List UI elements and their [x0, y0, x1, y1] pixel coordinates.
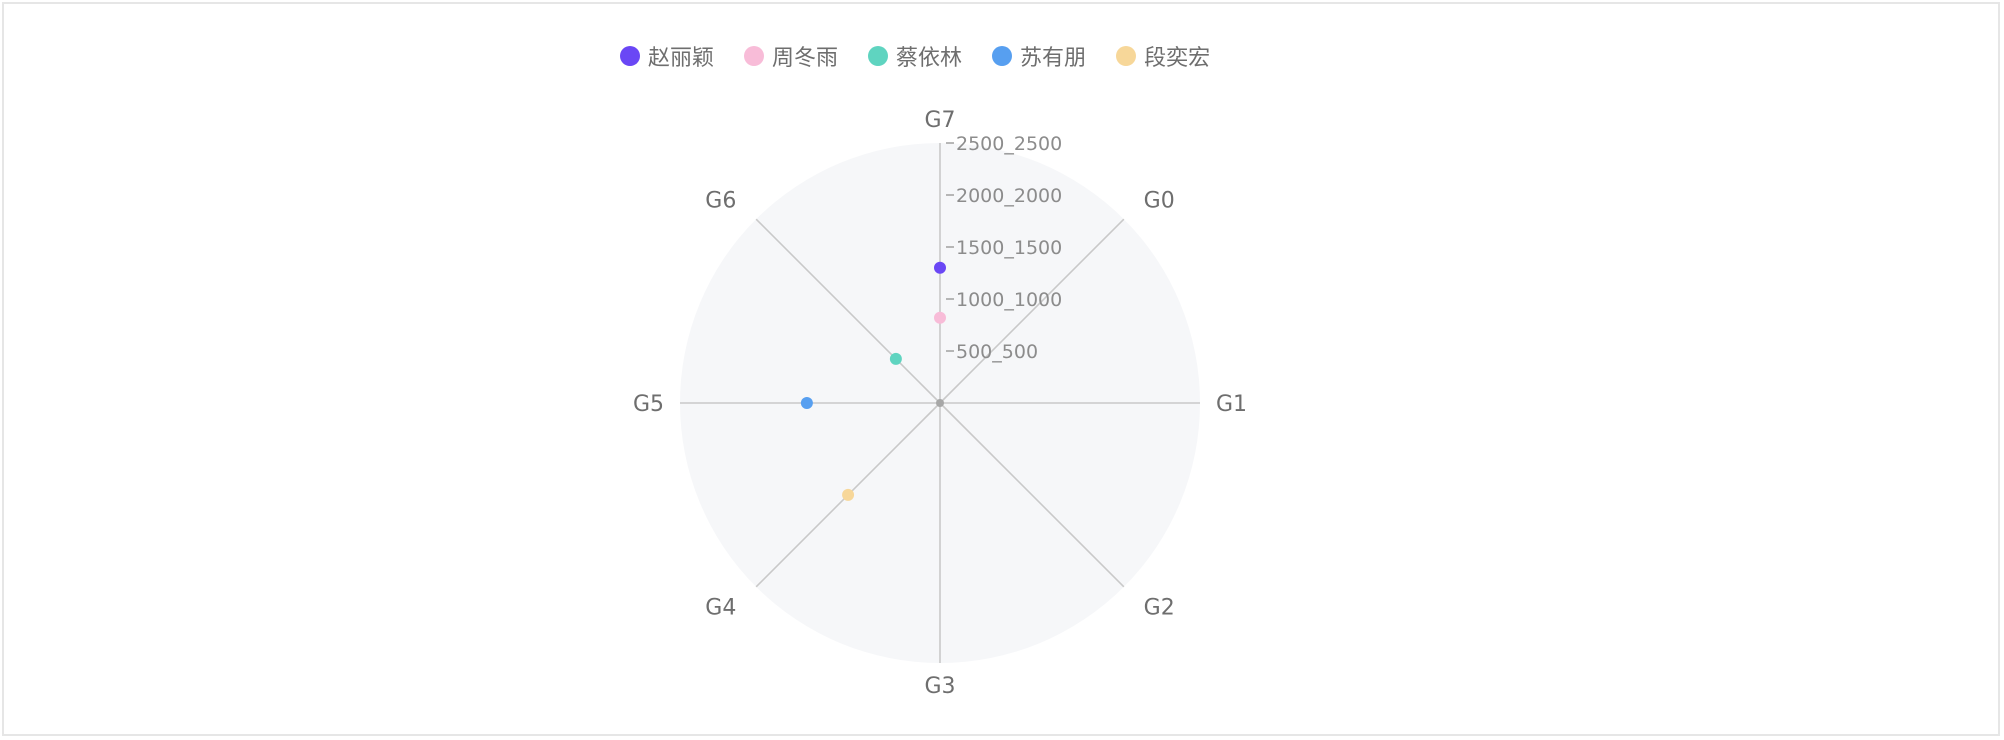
data-point-series-3 — [801, 397, 813, 409]
radial-tick-label-4: 2500_2500 — [956, 133, 1062, 155]
axis-label-G2: G2 — [1144, 596, 1175, 621]
data-point-series-2 — [890, 353, 902, 365]
radial-tick-label-2: 1500_1500 — [956, 237, 1062, 259]
axis-label-G0: G0 — [1144, 188, 1175, 213]
data-point-series-0 — [934, 262, 946, 274]
radar-center-dot — [936, 399, 944, 407]
axis-label-G6: G6 — [705, 188, 736, 213]
data-point-series-1 — [934, 312, 946, 324]
axis-label-G3: G3 — [924, 674, 955, 699]
axis-label-G1: G1 — [1216, 392, 1247, 417]
axis-label-G4: G4 — [705, 596, 736, 621]
radial-tick-label-1: 1000_1000 — [956, 289, 1062, 311]
radial-tick-label-3: 2000_2000 — [956, 185, 1062, 207]
radial-tick-label-0: 500_500 — [956, 341, 1038, 363]
data-point-series-4 — [842, 489, 854, 501]
axis-label-G5: G5 — [633, 392, 664, 417]
axis-label-G7: G7 — [924, 108, 955, 133]
